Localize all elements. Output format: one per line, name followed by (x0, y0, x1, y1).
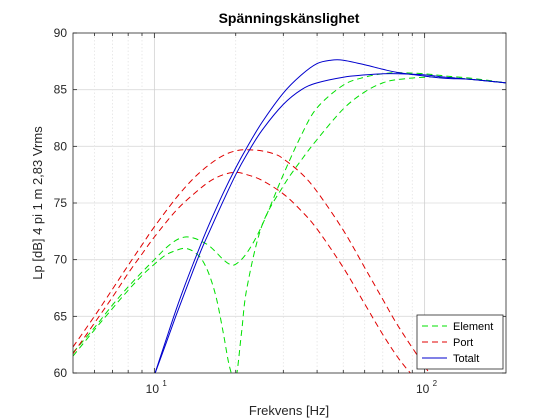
legend-box (416, 314, 504, 370)
series-line-port-2 (73, 171, 411, 373)
y-tick-label: 80 (54, 139, 68, 153)
y-axis-label: Lp [dB] 4 pi 1 m 2,83 Vrms (30, 126, 45, 280)
y-tick-label: 70 (54, 253, 68, 267)
y-tick-label: 60 (54, 366, 68, 380)
series-line-totalt-2 (154, 73, 506, 373)
y-tick-label: 90 (54, 26, 68, 40)
series-line-element-2 (73, 76, 506, 373)
x-tick-label-base: 10 (146, 382, 160, 396)
x-tick-label-exponent: 1 (162, 379, 167, 388)
legend-entry-element: Element (422, 321, 493, 333)
tick-marks (73, 32, 506, 374)
x-tick-label-base: 10 (416, 382, 430, 396)
x-axis-label: Frekvens [Hz] (249, 403, 329, 418)
y-tick-label: 85 (54, 83, 68, 97)
legend: Element Port Totalt (416, 314, 504, 370)
x-tick-label-exponent: 2 (433, 379, 438, 388)
grid (73, 33, 506, 373)
x-tick-label: 10 2 (416, 379, 438, 396)
legend-entry-port: Port (422, 337, 473, 349)
legend-label: Port (453, 337, 473, 349)
legend-label: Totalt (453, 353, 479, 365)
chart-title: Spänningskänslighet (219, 10, 360, 26)
series-line-port-1 (73, 149, 430, 373)
y-tick-label: 65 (54, 309, 68, 323)
x-tick-label: 10 1 (146, 379, 168, 396)
y-tick-label: 75 (54, 196, 68, 210)
series-layer (73, 59, 506, 373)
legend-label: Element (453, 321, 493, 333)
legend-entry-totalt: Totalt (422, 353, 479, 365)
